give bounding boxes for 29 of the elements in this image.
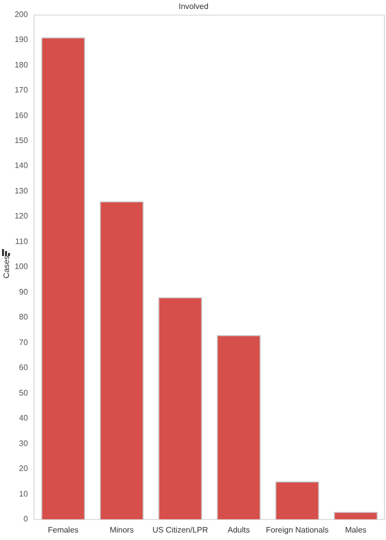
y-tick-label: 160	[14, 110, 28, 120]
chart-title: Involved	[178, 2, 208, 12]
x-tick-label: Females	[48, 525, 79, 534]
y-tick-label: 120	[14, 212, 28, 221]
y-tick-label: 60	[19, 363, 28, 372]
y-tick-label: 140	[14, 161, 28, 170]
x-tick-label: US Citizen/LPR	[152, 525, 208, 534]
y-tick-label: 200	[14, 10, 28, 19]
y-tick-label: 170	[14, 86, 28, 95]
y-tick-label: 50	[19, 388, 28, 398]
y-tick-label: 110	[15, 236, 28, 246]
y-tick-label: 40	[19, 414, 28, 423]
y-tick-label: 30	[19, 438, 28, 448]
y-tick-label: 80	[19, 312, 28, 322]
y-tick-label: 100	[14, 262, 28, 272]
y-tick-label: 180	[14, 60, 28, 70]
y-tick-label: 70	[19, 338, 28, 347]
y-tick-label: 0	[23, 514, 28, 524]
y-tick-label: 150	[14, 136, 28, 146]
y-tick-label: 10	[19, 489, 28, 498]
y-tick-label: 130	[14, 186, 28, 196]
y-tick-label: 90	[19, 287, 28, 296]
x-tick-label: Males	[345, 525, 366, 534]
y-tick-label: 190	[14, 35, 28, 44]
x-tick-label: Minors	[110, 525, 134, 534]
y-tick-label: 20	[19, 464, 28, 474]
x-tick-label: Adults	[228, 525, 250, 534]
x-tick-label: Foreign Nationals	[266, 525, 329, 534]
y-axis-title: Cases	[2, 256, 12, 278]
